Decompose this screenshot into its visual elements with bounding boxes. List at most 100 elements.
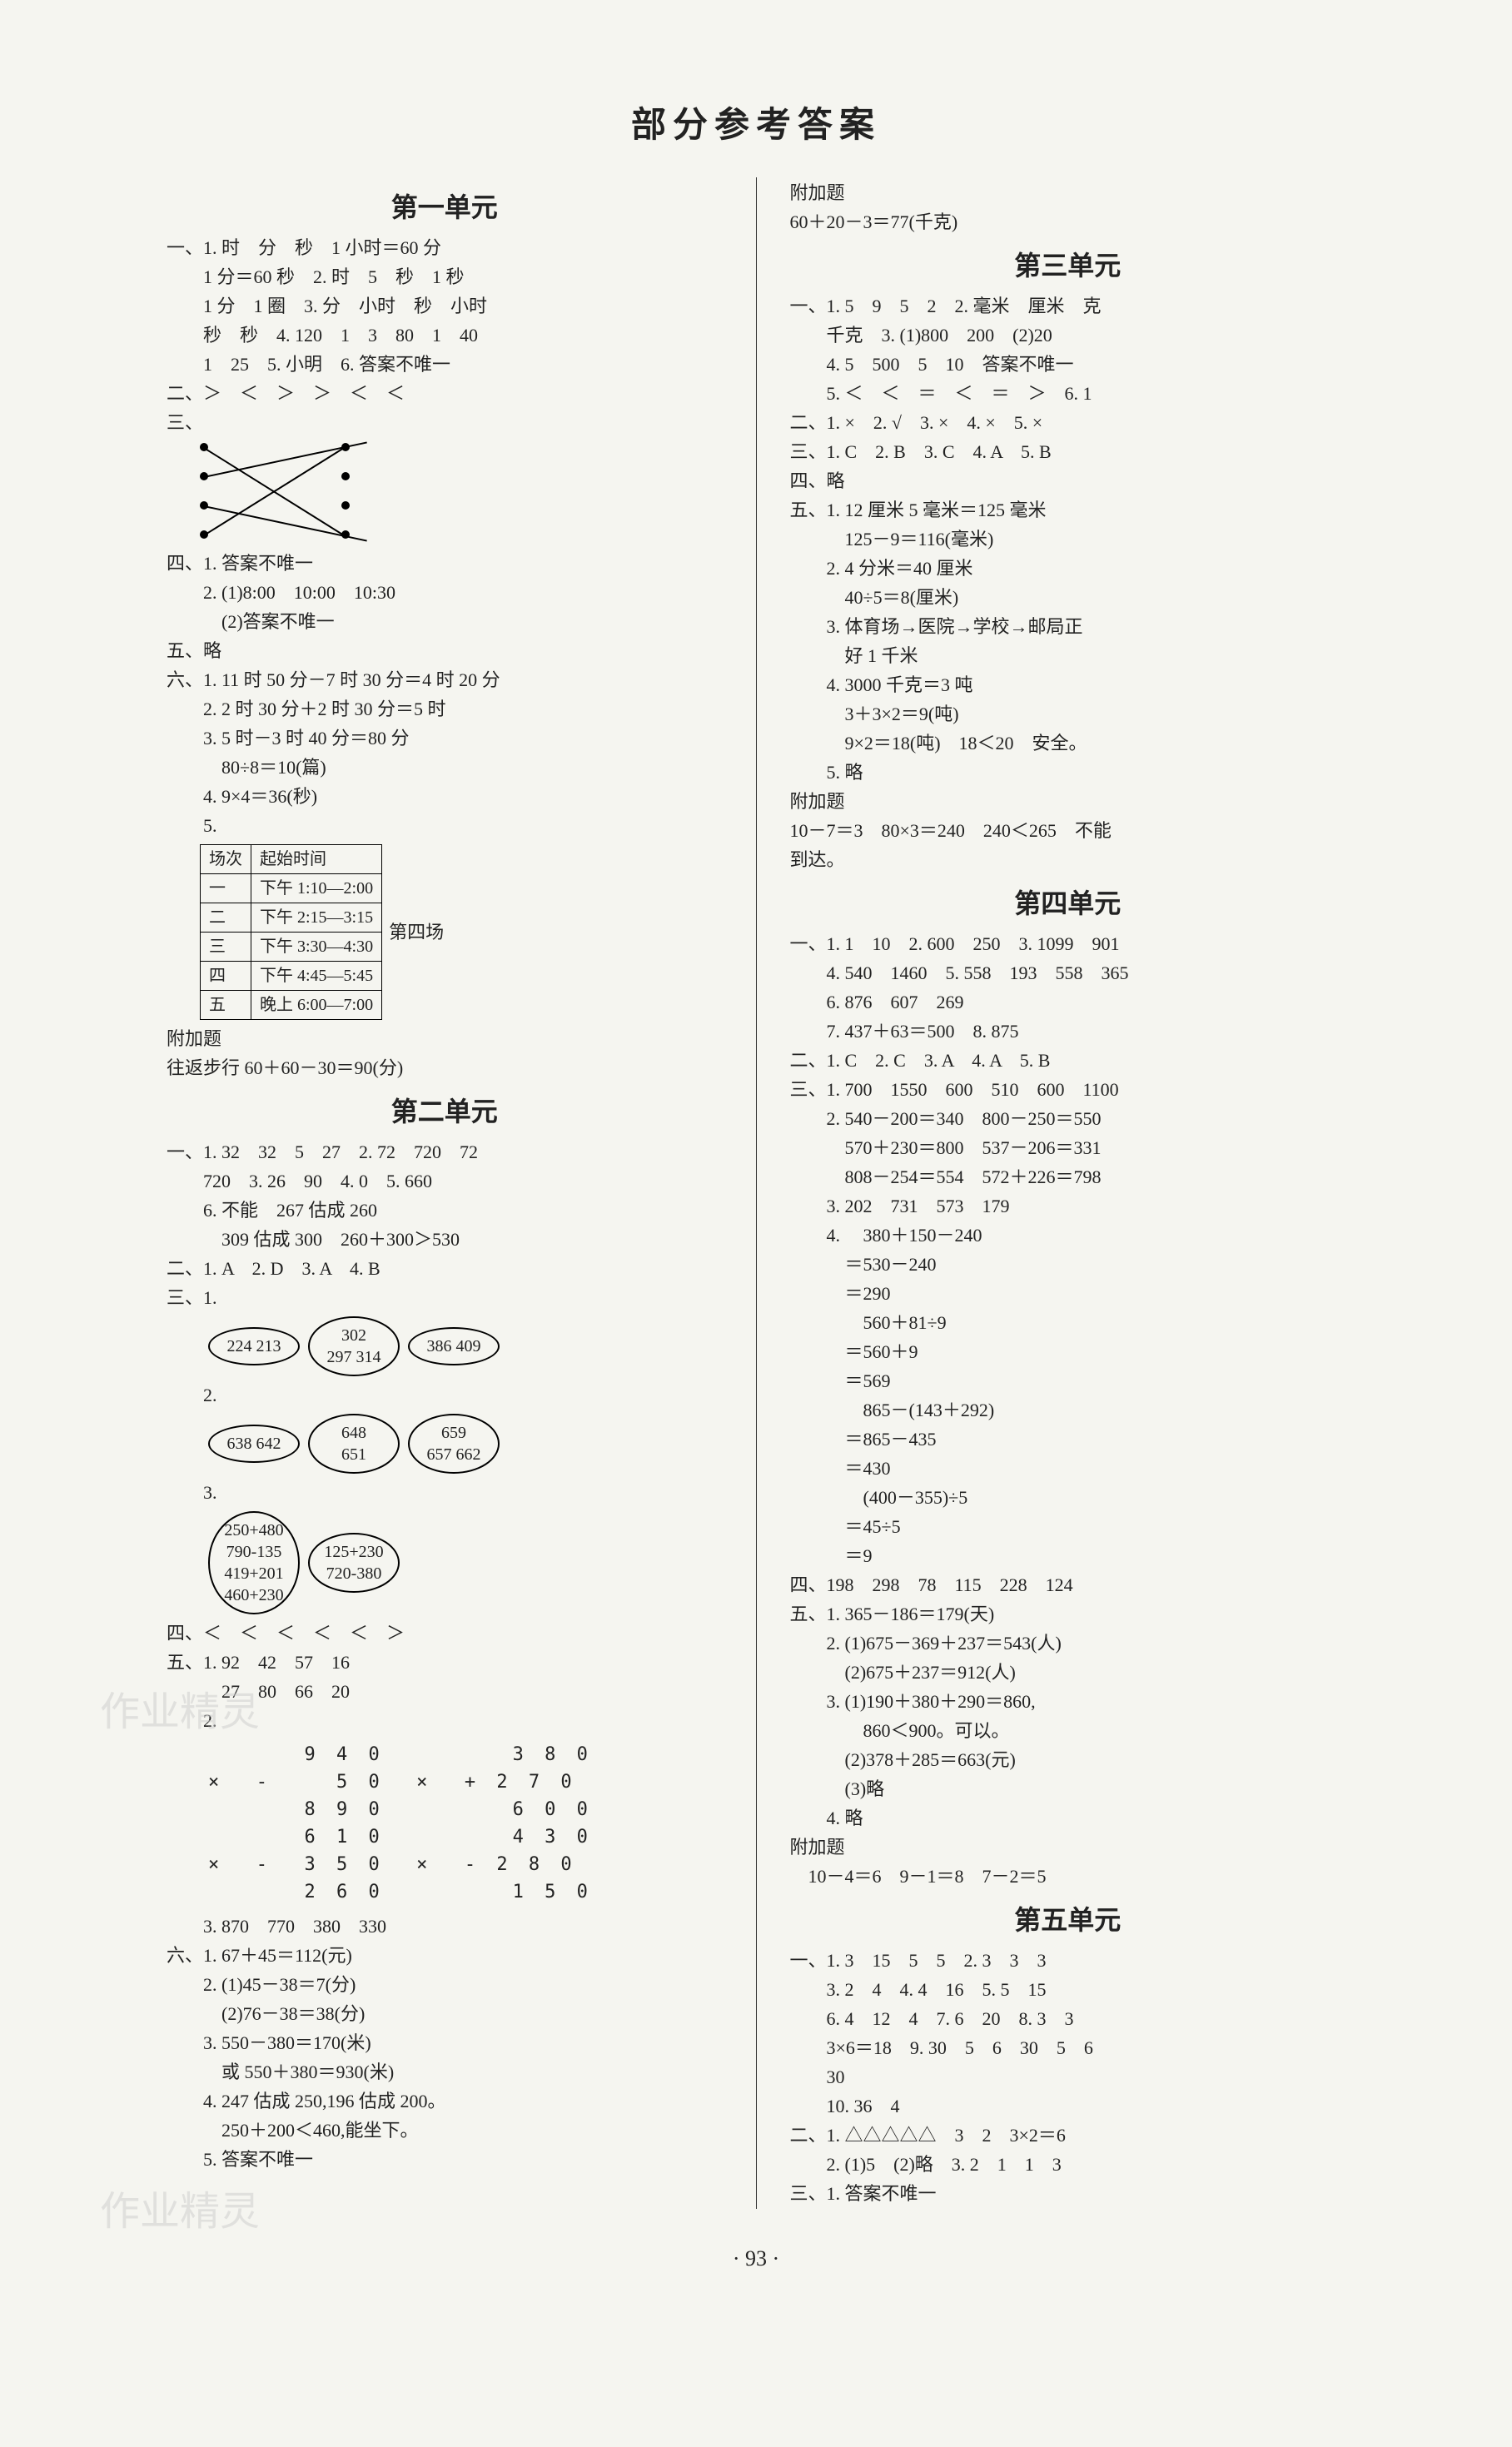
u5-line-1: 3. 2 4 4. 4 16 5. 5 15	[790, 1976, 1346, 2003]
oval: 125+230720-380	[308, 1533, 400, 1593]
sched-cell: 五	[201, 991, 251, 1020]
u1-line-0: 一、1. 时 分 秒 1 小时＝60 分	[167, 234, 723, 261]
sched-h2: 起始时间	[251, 845, 382, 874]
u4-line-20: ＝45÷5	[790, 1513, 1346, 1540]
table-row: 四下午 4:45—5:45	[201, 962, 382, 991]
u3-extra-0: 10－7＝3 80×3＝240 240＜265 不能	[790, 817, 1346, 844]
u4-line-14: ＝560＋9	[790, 1338, 1346, 1365]
u1-line-1: 1 分＝60 秒 2. 时 5 秒 1 秒	[167, 263, 723, 291]
u2-top-3: 309 估成 300 260＋300＞530	[167, 1226, 723, 1253]
sched-cell: 下午 3:30—4:30	[251, 933, 382, 962]
u4-line-8: 808－254＝554 572＋226＝798	[790, 1163, 1346, 1191]
extra-top-title: 附加题	[790, 179, 1346, 206]
u4-line-21: ＝9	[790, 1542, 1346, 1569]
u1-after-8: 4. 9×4＝36(秒)	[167, 783, 723, 810]
right-column: 附加题 60＋20－3＝77(千克) 第三单元 一、1. 5 9 5 2 2. …	[790, 177, 1346, 2209]
u2-bot-0: 3. 870 770 380 330	[167, 1912, 723, 1940]
u1-after-0: 四、1. 答案不唯一	[167, 550, 723, 577]
ovals-row-1: 224 213302297 314386 409	[208, 1316, 723, 1376]
u1-after-2: (2)答案不唯一	[167, 608, 723, 635]
u1-after-7: 80÷8＝10(篇)	[167, 753, 723, 781]
u5-line-8: 三、1. 答案不唯一	[790, 2180, 1346, 2207]
sched-h1: 场次	[201, 845, 251, 874]
u1-after-9: 5.	[167, 812, 723, 839]
u1-line-2: 1 分 1 圈 3. 分 小时 秒 小时	[167, 292, 723, 320]
u4-line-6: 2. 540－200＝340 800－250＝550	[790, 1105, 1346, 1132]
u2-after-0: 四、＜ ＜ ＜ ＜ ＜ ＞	[167, 1619, 723, 1647]
u4-extra-line: 10－4＝6 9－1＝8 7－2＝5	[790, 1863, 1346, 1890]
unit5-title: 第五单元	[790, 1900, 1346, 1940]
u2-bot-6: 4. 247 估成 250,196 估成 200。	[167, 2087, 723, 2115]
sched-cell: 下午 1:10—2:00	[251, 874, 382, 903]
u3-line-16: 5. 略	[790, 758, 1346, 786]
u2-top-5: 三、1.	[167, 1284, 723, 1311]
u3-line-1: 千克 3. (1)800 200 (2)20	[790, 321, 1346, 349]
u4-line-23: 五、1. 365－186＝179(天)	[790, 1600, 1346, 1628]
u5-line-3: 3×6＝18 9. 30 5 6 30 5 6	[790, 2034, 1346, 2062]
u2-label-3: 3.	[167, 1479, 723, 1506]
u5-line-0: 一、1. 3 15 5 5 2. 3 3 3	[790, 1947, 1346, 1974]
u1-after-3: 五、略	[167, 637, 723, 664]
u3-line-10: 40÷5＝8(厘米)	[790, 584, 1346, 611]
u3-line-9: 2. 4 分米＝40 厘米	[790, 555, 1346, 582]
u4-line-12: ＝290	[790, 1280, 1346, 1307]
u2-bot-4: 3. 550－380＝170(米)	[167, 2029, 723, 2057]
u4-line-11: ＝530－240	[790, 1251, 1346, 1278]
u4-line-3: 7. 437＋63＝500 8. 875	[790, 1017, 1346, 1045]
u3-line-3: 5. ＜ ＜ ＝ ＜ ＝ ＞ 6. 1	[790, 380, 1346, 407]
u4-line-30: 4. 略	[790, 1804, 1346, 1832]
u4-line-0: 一、1. 1 10 2. 600 250 3. 1099 901	[790, 930, 1346, 957]
ovals-row-3: 250+480790-135419+201460+230125+230720-3…	[208, 1511, 723, 1614]
u4-line-1: 4. 540 1460 5. 558 193 558 365	[790, 959, 1346, 987]
table-row: 二下午 2:15—3:15	[201, 903, 382, 933]
u3-line-7: 五、1. 12 厘米 5 毫米＝125 毫米	[790, 496, 1346, 524]
u2-bot-1: 六、1. 67＋45＝112(元)	[167, 1942, 723, 1969]
sched-cell: 四	[201, 962, 251, 991]
oval: 648651	[308, 1414, 400, 1474]
u4-line-7: 570＋230＝800 537－206＝331	[790, 1134, 1346, 1161]
oval: 302297 314	[308, 1316, 400, 1376]
oval: 659657 662	[408, 1414, 500, 1474]
calc-block: 9 4 0 3 8 0 × - 5 0 × + 2 7 0 8 9 0 6 0 …	[208, 1741, 723, 1906]
u4-line-22: 四、198 298 78 115 228 124	[790, 1571, 1346, 1599]
u4-line-25: (2)675＋237＝912(人)	[790, 1659, 1346, 1686]
u5-line-7: 2. (1)5 (2)略 3. 2 1 1 3	[790, 2151, 1346, 2178]
watermark-2: 作业精灵	[100, 2182, 260, 2242]
u5-line-5: 10. 36 4	[790, 2092, 1346, 2120]
column-divider	[756, 177, 757, 2209]
u3-line-14: 3＋3×2＝9(吨)	[790, 700, 1346, 728]
oval: 250+480790-135419+201460+230	[208, 1511, 300, 1614]
u4-line-29: (3)略	[790, 1775, 1346, 1803]
u3-line-8: 125－9＝116(毫米)	[790, 525, 1346, 553]
u5-line-4: 30	[790, 2063, 1346, 2091]
u2-after-2: 27 80 66 20	[167, 1678, 723, 1705]
u4-line-13: 560＋81÷9	[790, 1309, 1346, 1336]
u4-line-15: ＝569	[790, 1367, 1346, 1395]
u4-line-10: 4. 380＋150－240	[790, 1221, 1346, 1249]
u3-line-4: 二、1. × 2. √ 3. × 4. × 5. ×	[790, 409, 1346, 436]
unit3-title: 第三单元	[790, 246, 1346, 286]
sched-cell: 二	[201, 903, 251, 933]
u3-line-13: 4. 3000 千克＝3 吨	[790, 671, 1346, 699]
sched-cell: 一	[201, 874, 251, 903]
u2-bot-7: 250＋200＜460,能坐下。	[167, 2116, 723, 2144]
u2-top-4: 二、1. A 2. D 3. A 4. B	[167, 1255, 723, 1282]
u1-after-5: 2. 2 时 30 分＋2 时 30 分＝5 时	[167, 695, 723, 723]
u4-extra-title: 附加题	[790, 1833, 1346, 1861]
u2-label-2: 2.	[167, 1381, 723, 1409]
sched-cell: 下午 2:15—3:15	[251, 903, 382, 933]
u1-line-4: 1 25 5. 小明 6. 答案不唯一	[167, 351, 723, 378]
u4-line-18: ＝430	[790, 1455, 1346, 1482]
u3-extra-1: 到达。	[790, 846, 1346, 873]
unit2-title: 第二单元	[167, 1092, 723, 1131]
u2-bot-3: (2)76－38＝38(分)	[167, 2000, 723, 2027]
extra-top-line: 60＋20－3＝77(千克)	[790, 208, 1346, 236]
ovals-row-2: 638 642648651659657 662	[208, 1414, 723, 1474]
unit4-title: 第四单元	[790, 883, 1346, 923]
table-row: 一下午 1:10—2:00	[201, 874, 382, 903]
oval: 638 642	[208, 1425, 300, 1463]
u4-line-5: 三、1. 700 1550 600 510 600 1100	[790, 1076, 1346, 1103]
u1-after-4: 六、1. 11 时 50 分－7 时 30 分＝4 时 20 分	[167, 666, 723, 694]
u3-line-6: 四、略	[790, 467, 1346, 495]
u4-line-28: (2)378＋285＝663(元)	[790, 1746, 1346, 1773]
